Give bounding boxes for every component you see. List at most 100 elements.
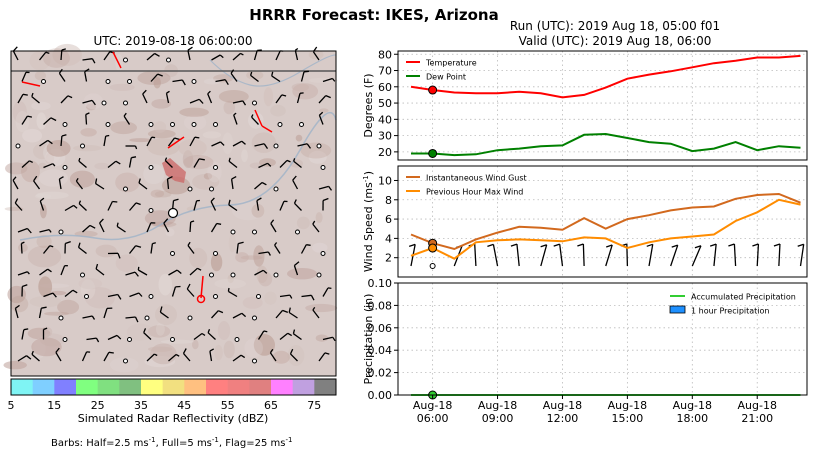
calm-station bbox=[149, 209, 153, 213]
y-tick-label: 0.00 bbox=[368, 389, 393, 402]
calm-station bbox=[317, 273, 321, 277]
terrain-patch bbox=[301, 143, 332, 159]
terrain-patch bbox=[253, 245, 264, 266]
terrain-patch bbox=[18, 243, 28, 252]
legend-label: Accumulated Precipitation bbox=[691, 293, 796, 302]
colorbar-swatch bbox=[249, 379, 271, 395]
x-tick-label: 18:00 bbox=[676, 412, 708, 425]
y-tick-label: 4 bbox=[385, 232, 392, 245]
map-panel bbox=[4, 44, 338, 376]
barbs-note-part: Barbs: Half=2.5 ms bbox=[51, 438, 149, 449]
barbs-note: Barbs: Half=2.5 ms-1, Full=5 ms-1, Flag=… bbox=[51, 436, 292, 449]
barbs-note-sup: -1 bbox=[212, 436, 219, 444]
barb-flag bbox=[112, 202, 117, 203]
terrain-patch bbox=[96, 245, 117, 258]
terrain-patch bbox=[273, 351, 290, 364]
calm-station bbox=[231, 273, 235, 277]
colorbar-tick-label: 25 bbox=[91, 399, 105, 412]
y-axis-label: Precipitation (in) bbox=[362, 294, 375, 385]
barb-flag bbox=[117, 223, 118, 227]
calm-station bbox=[321, 252, 325, 256]
terrain-patch bbox=[296, 135, 303, 142]
terrain-patch bbox=[16, 111, 30, 132]
barbs-note-part: , Full=5 ms bbox=[156, 438, 212, 449]
terrain-patch bbox=[35, 71, 46, 80]
colorbar-swatch bbox=[271, 379, 293, 395]
terrain-patch bbox=[288, 345, 305, 366]
colorbar-swatch bbox=[163, 379, 185, 395]
calm-station bbox=[59, 230, 63, 234]
map-title: UTC: 2019-08-18 06:00:00 bbox=[93, 34, 252, 48]
calm-station bbox=[128, 80, 132, 84]
colorbar-swatch bbox=[98, 379, 120, 395]
barb-flag bbox=[199, 159, 205, 160]
barb-flag bbox=[264, 331, 268, 332]
x-tick-label: Aug-18 bbox=[543, 399, 582, 412]
time-barb-staff bbox=[583, 244, 584, 266]
terrain-patch bbox=[203, 131, 221, 138]
terrain-patch bbox=[214, 345, 223, 360]
legend-label: Temperature bbox=[425, 59, 477, 68]
calm-station bbox=[128, 338, 132, 342]
y-axis-label-sup: -1 bbox=[362, 175, 370, 182]
y-axis-label-text: ) bbox=[362, 171, 375, 175]
legend-swatch bbox=[670, 306, 685, 313]
terrain-patch bbox=[40, 204, 47, 218]
barb-flag bbox=[23, 94, 28, 95]
terrain-patch bbox=[154, 121, 166, 133]
calm-station bbox=[274, 144, 278, 148]
terrain-patch bbox=[241, 149, 248, 162]
barb-flag bbox=[152, 243, 155, 244]
calm-station bbox=[231, 230, 235, 234]
terrain-patch bbox=[110, 84, 135, 91]
terrain-patch bbox=[219, 90, 249, 103]
terrain-patch bbox=[312, 243, 327, 253]
terrain-patch bbox=[297, 217, 310, 230]
calm-station bbox=[145, 316, 149, 320]
x-tick-label: 09:00 bbox=[482, 412, 514, 425]
terrain-patch bbox=[235, 252, 249, 262]
y-tick-label: 2 bbox=[385, 252, 392, 265]
barb-staff bbox=[21, 244, 22, 254]
terrain-patch bbox=[73, 145, 101, 151]
calm-station bbox=[253, 359, 257, 363]
terrain-patch bbox=[78, 278, 102, 289]
terrain-patch bbox=[161, 340, 194, 344]
barb-flag bbox=[131, 157, 136, 158]
y-axis-label-text: Wind Speed (ms bbox=[362, 182, 375, 272]
y-tick-label: 70 bbox=[378, 65, 392, 78]
calm-station bbox=[235, 338, 239, 342]
legend-label: Previous Hour Max Wind bbox=[426, 188, 523, 197]
barb-flag bbox=[306, 245, 310, 246]
x-tick-label: Aug-18 bbox=[413, 399, 452, 412]
barb-flag bbox=[217, 224, 221, 225]
barb-staff bbox=[190, 222, 191, 232]
colorbar-swatch bbox=[76, 379, 98, 395]
terrain-patch bbox=[28, 246, 61, 268]
calm-station bbox=[102, 101, 106, 105]
calm-station bbox=[214, 166, 218, 170]
calm-station bbox=[274, 273, 278, 277]
calm-station bbox=[149, 123, 153, 127]
calm-station bbox=[171, 338, 175, 342]
x-tick-label: 06:00 bbox=[417, 412, 449, 425]
calm-station bbox=[171, 252, 175, 256]
terrain-patch bbox=[94, 163, 109, 170]
terrain-patch bbox=[305, 304, 337, 312]
barb-flag bbox=[228, 288, 229, 291]
terrain-patch bbox=[211, 253, 222, 271]
series-marker-2 bbox=[429, 244, 437, 252]
terrain-patch bbox=[44, 312, 69, 316]
colorbar-swatch bbox=[11, 379, 33, 395]
y-tick-label: 30 bbox=[378, 130, 392, 143]
y-tick-label: 80 bbox=[378, 48, 392, 61]
terrain-patch bbox=[143, 164, 164, 184]
terrain-patch bbox=[229, 234, 236, 252]
terrain-patch bbox=[287, 268, 317, 279]
terrain-patch bbox=[21, 160, 40, 182]
colorbar-swatch bbox=[206, 379, 228, 395]
barbs-note-sup: -1 bbox=[285, 436, 292, 444]
colorbar-tick-label: 75 bbox=[307, 399, 321, 412]
terrain-patch bbox=[70, 171, 95, 188]
